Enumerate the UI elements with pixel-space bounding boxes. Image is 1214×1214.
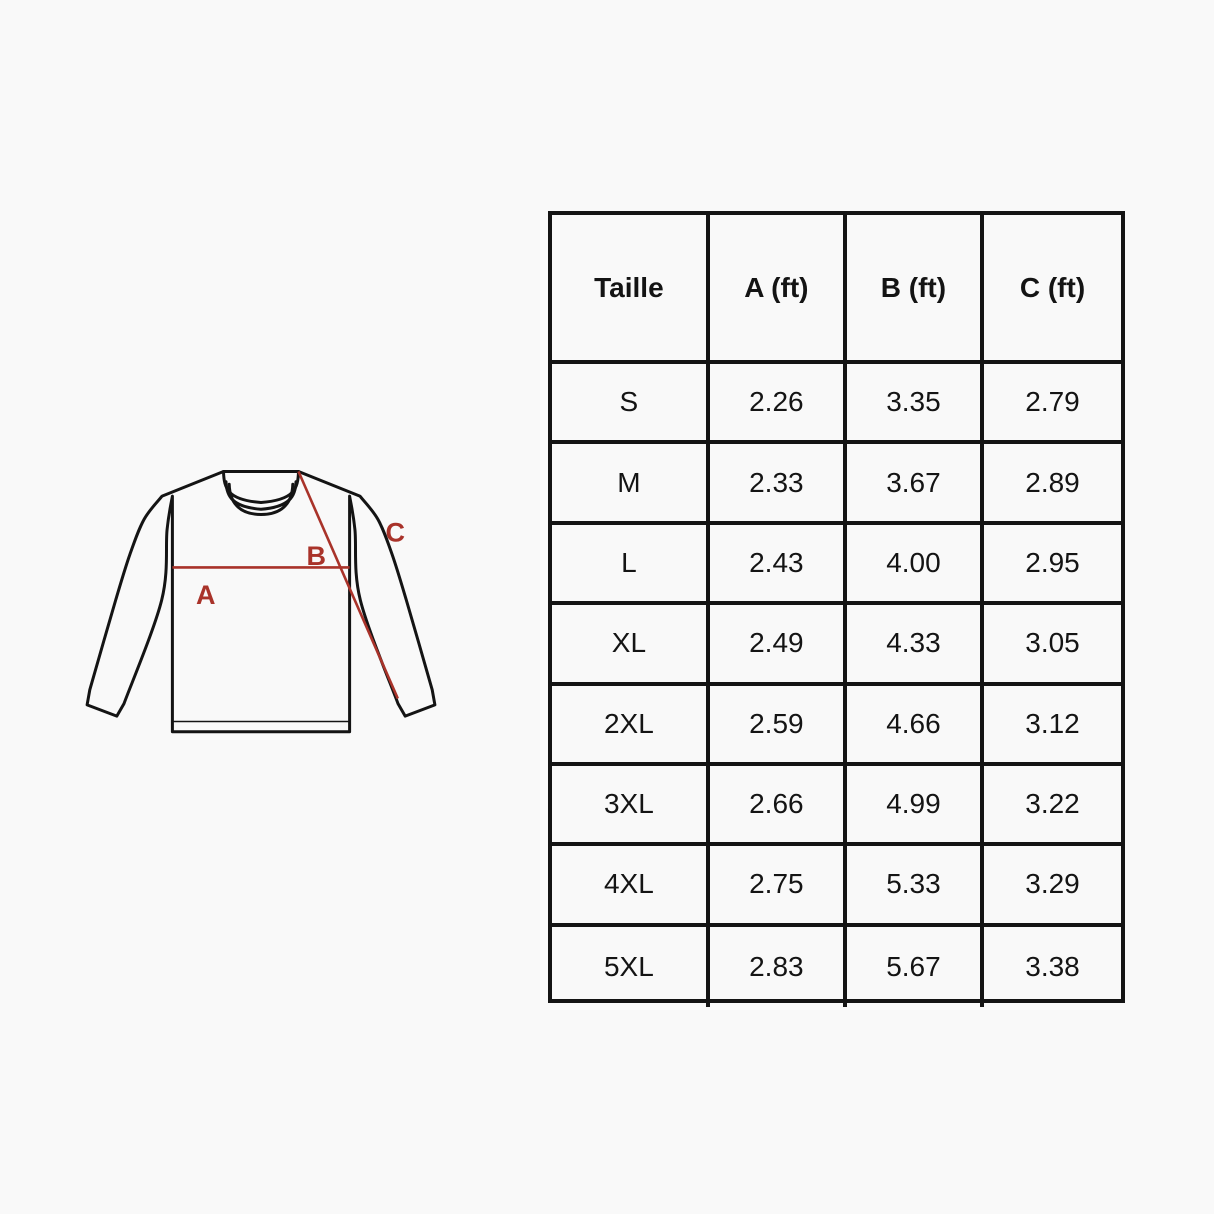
svg-text:B: B (307, 541, 327, 571)
svg-text:A: A (196, 580, 216, 610)
svg-text:C: C (386, 517, 406, 547)
